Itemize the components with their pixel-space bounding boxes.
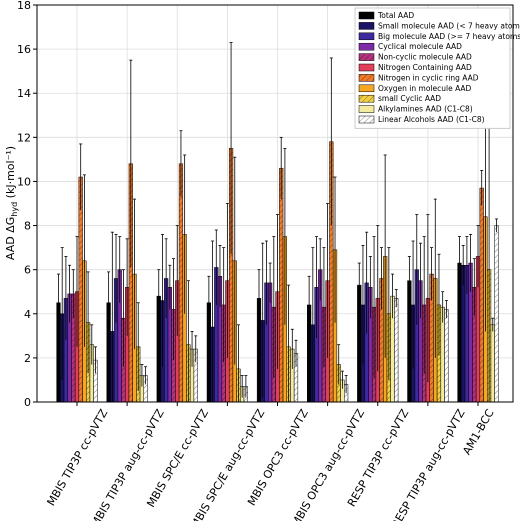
legend-label: small Cyclic AAD [378,94,441,103]
bar [490,324,495,403]
y-label-unit: (kJ·mol⁻¹) [4,146,17,202]
y-tick-label: 10 [17,175,31,188]
x-tick-label: MBIS TIP3P cc-pVTZ [44,407,110,509]
bar [444,309,449,403]
legend-label: Linear Alcohols AAD (C1-C8) [378,115,485,124]
legend-swatch [358,22,375,30]
legend-swatch [358,53,375,61]
legend-swatch [358,115,375,124]
legend-label: Nitrogen Containing AAD [378,63,472,72]
legend-swatch [358,94,375,103]
y-tick-label: 0 [24,396,31,409]
bar [178,163,184,403]
y-tick-label: 4 [24,308,31,321]
plot-frame [36,4,514,403]
bar [461,265,466,403]
legend-box [354,7,511,129]
y-tick-label: 16 [17,43,31,56]
bar [279,167,284,403]
legend-swatch [358,105,375,113]
legend-label: Cyclical molecule AAD [378,42,462,51]
y-tick-label: 14 [17,87,31,100]
y-label-sub: hyd [10,202,19,217]
y-tick-label: 2 [24,352,31,365]
bar [479,187,484,403]
legend-swatch [358,84,375,93]
bar [394,298,399,403]
legend-label: Total AAD [377,11,414,20]
legend-label: Nitrogen in cyclic ring AAD [378,73,479,82]
legend-swatch [358,74,375,82]
legend-swatch [358,42,375,51]
legend-label: Small molecule AAD (< 7 heavy atoms) [378,21,520,30]
y-tick-label: 18 [17,0,31,12]
bar [494,225,499,403]
legend-swatch [358,63,375,72]
legend-swatch [358,11,375,20]
y-tick-label: 12 [17,131,31,144]
legend-swatch [358,32,375,41]
y-tick-label: 6 [24,264,31,277]
bar [78,176,83,403]
legend-label: Big molecule AAD (>= 7 heavy atoms) [378,32,520,41]
legend-label: Oxygen in molecule AAD [378,84,472,93]
y-label-main: AAD ΔG [4,217,17,260]
legend-label: Non-cyclic molecule AAD [378,53,472,62]
y-axis-label: AAD ΔGhyd (kJ·mol⁻¹) [4,146,19,260]
y-tick-label: 8 [24,220,31,233]
legend-label: Alkylamines AAD (C1-C8) [378,105,473,114]
